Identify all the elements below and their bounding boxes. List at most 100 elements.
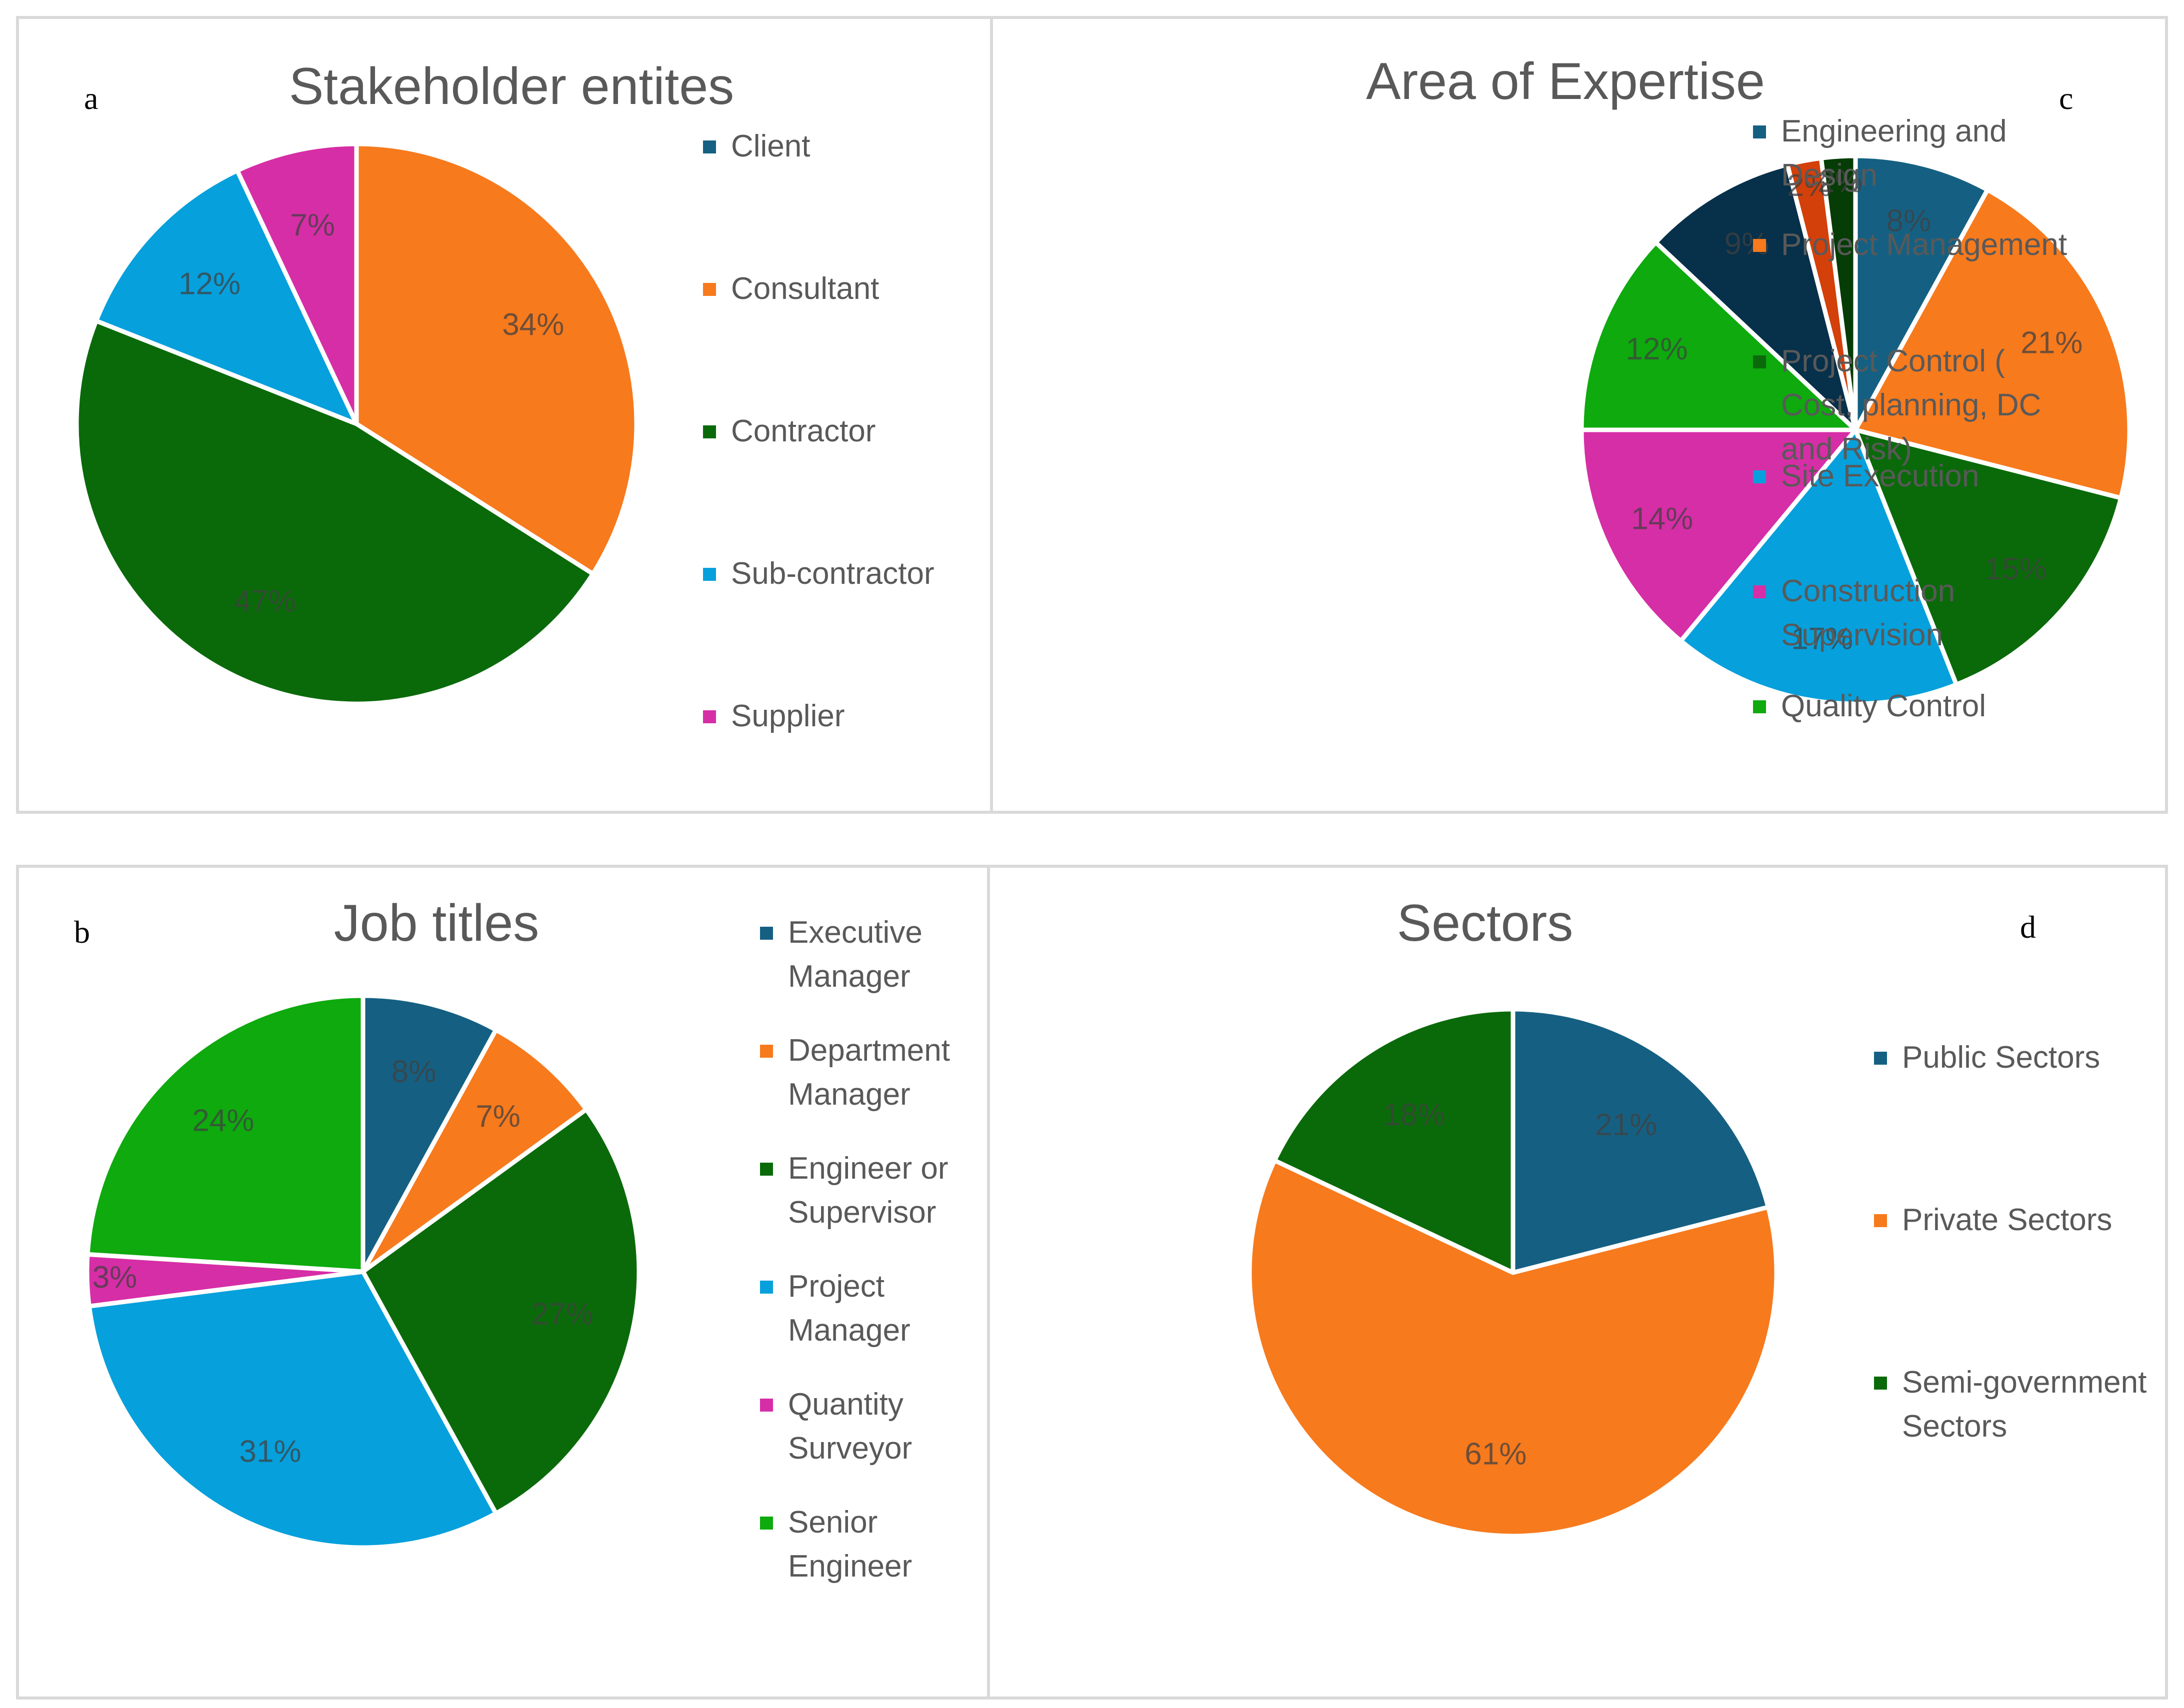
legend-item-public-sectors: Public Sectors xyxy=(1874,1040,2100,1075)
legend-swatch xyxy=(760,927,773,940)
legend-item-project-manager: Project Manager xyxy=(760,1269,910,1348)
legend-item-project-control-cost-planning-dc-and-risk: Project Control (Cost, planning, DC and R… xyxy=(1753,344,2041,466)
legend-swatch xyxy=(703,140,716,153)
chart-title: Area of Expertise xyxy=(1366,52,1765,110)
legend-label: Engineer xyxy=(788,1549,912,1584)
pie-slice-other-1 xyxy=(1654,162,1858,432)
data-label-department-manager: 7% xyxy=(476,1099,520,1134)
legend-item-site-execution: Site Execution xyxy=(1753,459,1979,493)
legend-swatch xyxy=(1753,355,1766,368)
chart-area-of-expertise: Area of Expertise c 8%21%15%17%14%12%9%2… xyxy=(1366,52,2132,723)
legend-item-client: Client xyxy=(703,129,810,163)
legend-swatch xyxy=(1753,700,1766,713)
legend-swatch xyxy=(703,568,716,581)
data-label-supplier: 7% xyxy=(290,208,335,242)
legend-label: Site Execution xyxy=(1781,459,1979,493)
legend-label: Engineer or xyxy=(788,1151,948,1186)
data-label-private-sectors: 61% xyxy=(1464,1437,1526,1472)
legend-label: Sub-contractor xyxy=(731,556,934,591)
legend-item-engineer-or-supervisor: Engineer or Supervisor xyxy=(760,1151,948,1230)
pie-slice-contractor xyxy=(74,318,596,706)
legend-label: Surveyor xyxy=(788,1431,912,1466)
legend-item-quantity-surveyor: Quantity Surveyor xyxy=(760,1387,912,1466)
legend-swatch xyxy=(703,710,716,723)
data-label-sub-contractor: 12% xyxy=(178,266,240,301)
data-label-public-sectors: 21% xyxy=(1595,1108,1657,1142)
panel-d-sectors: Sectors d 21% 61% 18% Public Sectors Privat… xyxy=(987,865,2168,1700)
legend-label: Construction xyxy=(1781,574,1955,608)
pie-slice-department-manager xyxy=(360,1027,589,1274)
legend-label: Project Control ( xyxy=(1781,344,2005,378)
pie-slice-quality-control xyxy=(1579,240,1858,432)
legend-label: Executive xyxy=(788,915,922,950)
pie-slice-project-control-cost-planning-dc-and-risk xyxy=(1853,427,2124,687)
legend-label: Manager xyxy=(788,1077,910,1112)
pie-slice-project-management xyxy=(1853,187,2132,500)
legend-item-consultant: Consultant xyxy=(703,271,879,306)
legend-label: Public Sectors xyxy=(1902,1040,2100,1075)
data-label-engineer-or-supervisor: 27% xyxy=(532,1297,594,1331)
data-label-quality-control: 12% xyxy=(1626,332,1688,366)
pie-slice-construction-supervision xyxy=(1579,427,1858,643)
data-label-project-manager: 31% xyxy=(240,1434,302,1469)
pie-slice-engineer-or-supervisor xyxy=(360,1107,642,1516)
legend-swatch xyxy=(1753,239,1766,252)
legend-swatch xyxy=(760,1281,773,1294)
legend-label: Project xyxy=(788,1269,884,1304)
pie-slice-site-execution xyxy=(1678,427,1959,706)
legend-item-supplier: Supplier xyxy=(703,699,844,733)
data-label-contractor: 47% xyxy=(234,584,296,619)
legend-item-senior-engineer: Senior Engineer xyxy=(760,1505,912,1584)
legend-label: Manager xyxy=(788,959,910,994)
legend-label: Consultant xyxy=(731,271,879,306)
legend-label: Contractor xyxy=(731,414,876,448)
panel-c-area-of-expertise: Area of Expertise c 8% 21% 15% 17% 14% 12% 9% 2… xyxy=(990,16,2168,814)
legend-swatch xyxy=(760,1399,773,1412)
legend-label: Quality Control xyxy=(1781,689,1986,723)
legend-swatch xyxy=(703,425,716,438)
legend-label: Client xyxy=(731,129,810,163)
pie-slice-semi-government-sectors xyxy=(1272,1007,1516,1275)
legend-label: Sectors xyxy=(1902,1409,2007,1444)
chart-title: Stakeholder entites xyxy=(289,57,734,115)
legend-label: Quantity xyxy=(788,1387,904,1422)
pie-slice-supplier xyxy=(235,141,359,426)
data-label-other-3: 2% xyxy=(1818,164,1862,199)
pie-slice-other-3 xyxy=(1818,153,1858,432)
legend-label: Design xyxy=(1781,158,1878,192)
legend-item-sub-contractor: Sub-contractor xyxy=(703,556,934,591)
legend-label: Engineering and xyxy=(1781,114,2007,148)
legend-swatch xyxy=(703,283,716,296)
legend-label: Senior xyxy=(788,1505,878,1540)
data-label-executive-manager: 8% xyxy=(392,1055,436,1089)
legend-label: Supervision xyxy=(1781,618,1943,652)
pie-slice-engineering-and-design xyxy=(1853,153,1990,432)
panel-a-stakeholder-entities: a Stakeholder entites 34% 47% 12% 7% Client… xyxy=(16,16,996,814)
data-label-semi-government-sectors: 18% xyxy=(1383,1098,1445,1132)
data-label-engineering-and-design: 8% xyxy=(1886,203,1931,238)
panel-letter: b xyxy=(74,914,90,950)
legend-swatch xyxy=(1753,585,1766,598)
chart-job-titles: b Job titles 8% 7% 27% 31% 3% 24% Executive Ma… xyxy=(74,894,950,1584)
legend-label: Supplier xyxy=(731,699,844,733)
legend-item-construction-supervision: Construction Supervision xyxy=(1753,574,1955,652)
legend-label: Private Sectors xyxy=(1902,1203,2112,1237)
legend-label: Project Management xyxy=(1781,227,2067,262)
legend-item-executive-manager: Executive Manager xyxy=(760,915,922,994)
legend-swatch xyxy=(760,1517,773,1530)
legend-swatch xyxy=(760,1045,773,1058)
legend-swatch xyxy=(1874,1377,1887,1390)
legend-label: Cost, planning, DC xyxy=(1781,388,2041,422)
data-label-site-execution: 17% xyxy=(1791,622,1853,656)
legend-swatch xyxy=(1874,1214,1887,1227)
chart-title: Job titles xyxy=(334,894,539,952)
legend-swatch xyxy=(760,1163,773,1176)
legend-item-quality-control: Quality Control xyxy=(1753,689,1986,723)
panel-letter: d xyxy=(2020,909,2036,945)
legend-item-private-sectors: Private Sectors xyxy=(1874,1203,2112,1237)
legend-item-contractor: Contractor xyxy=(703,414,876,448)
data-label-project-management: 21% xyxy=(2020,326,2082,360)
data-label-consultant: 34% xyxy=(502,307,564,342)
legend-label: Semi-government xyxy=(1902,1365,2146,1400)
data-label-senior-engineer: 24% xyxy=(192,1104,254,1138)
